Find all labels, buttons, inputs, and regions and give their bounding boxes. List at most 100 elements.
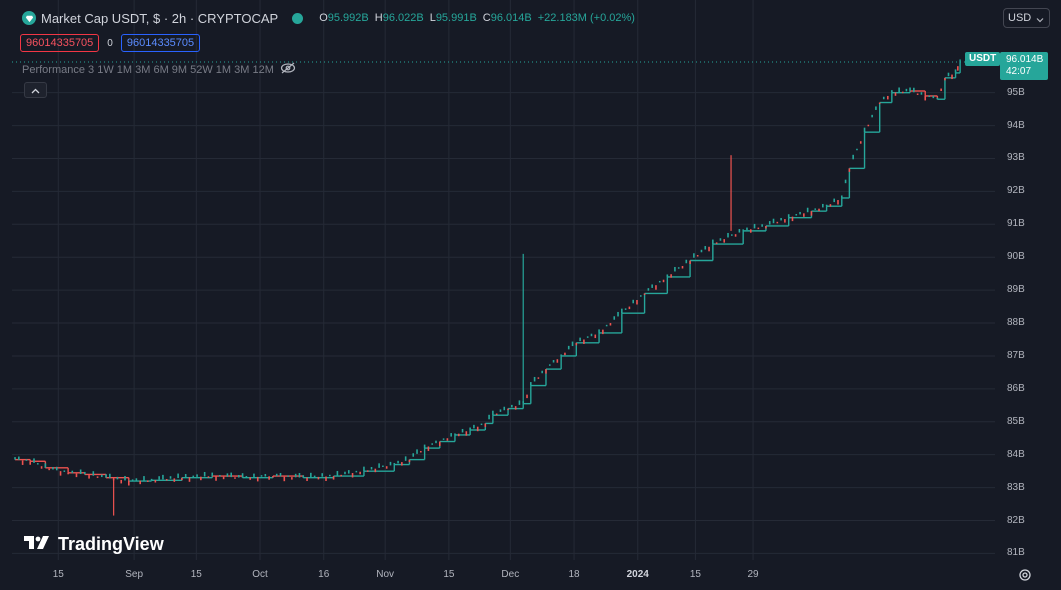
change-value: +22.183M (+0.02%) [537,12,635,24]
candle [829,204,832,207]
spike-wicks [113,155,732,516]
candle [932,95,935,99]
spread-value: 0 [107,37,113,49]
candle [765,225,767,229]
chart-settings-button[interactable] [1018,568,1032,582]
y-tick-label: 86B [1007,382,1025,394]
candle [651,284,653,288]
candle [704,246,707,250]
candle [370,466,373,470]
y-tick-label: 82B [1007,514,1025,526]
candle [594,334,597,339]
candle [29,461,32,465]
candle [465,431,468,436]
candle [617,311,619,317]
y-tick-label: 85B [1007,415,1025,427]
candle [514,406,517,410]
candle [875,106,877,110]
candle [708,246,710,252]
candle [947,72,950,77]
performance-indicator[interactable]: Performance 3 1W 1M 3M 6M 9M 52W 1M 3M 1… [22,62,296,77]
candle [567,345,570,350]
buy-price-button[interactable]: 96014335705 [120,34,201,52]
candle [75,473,78,478]
y-tick-label: 83B [1007,481,1025,493]
candle [818,208,820,212]
candle [822,203,824,208]
candle [294,473,297,478]
y-tick-label: 92B [1007,185,1025,197]
candle [363,466,365,472]
candle [727,232,729,238]
candle [446,438,449,441]
candle [772,218,775,224]
candle [586,336,589,338]
candle [662,279,665,283]
candle [738,229,741,233]
candle [298,473,301,478]
candle [154,480,157,483]
candle [944,77,946,81]
candle [894,92,897,96]
candle [71,470,74,474]
candle [21,460,24,465]
candle [181,477,183,481]
symbol-price-label: USDT [965,52,1001,66]
candle [264,473,267,477]
candle [275,473,278,477]
candle [435,440,437,444]
candle [882,96,885,100]
candle [272,476,274,478]
candle [120,479,123,484]
currency-value: USD [1008,12,1032,24]
candle [287,475,289,477]
candle [613,316,616,320]
candle [936,97,939,100]
y-tick-label: 93B [1007,152,1025,164]
y-tick-label: 90B [1007,251,1025,263]
candle [746,227,748,231]
candle [203,471,206,477]
x-tick-label: 18 [568,569,580,580]
candle [590,333,593,337]
candle [503,406,506,411]
candle [325,476,327,481]
candle [916,93,919,95]
x-tick-label: Nov [376,569,395,580]
candle [655,285,657,290]
candle [173,478,176,482]
candle [165,479,168,481]
eye-slash-icon[interactable] [280,62,296,77]
candle [268,476,270,480]
candle [340,474,342,477]
candle [317,476,320,480]
candle [719,238,722,241]
candle [628,306,631,310]
candle [715,242,718,244]
candle [67,472,69,475]
candle [143,476,145,481]
candle [632,299,635,304]
candle [105,474,107,478]
currency-select[interactable]: USD [1003,8,1050,28]
sell-price-button[interactable]: 96014335705 [20,34,100,52]
candle [222,476,225,480]
candle [135,478,138,481]
market-status-dot[interactable] [292,12,304,24]
candle [291,477,293,480]
y-tick-label: 89B [1007,284,1025,296]
candle [909,87,911,92]
candle [901,91,904,94]
performance-periods: 3 1W 1M 3M 6M 9M 52W 1M 3M 12M [88,63,274,76]
candle [867,124,870,127]
collapse-legend-button[interactable] [24,82,47,98]
candle [256,476,259,482]
candle [878,102,881,105]
candle [700,249,703,253]
symbol-title[interactable]: Market Cap USDT, $ · 2h · CRYPTOCAP [41,10,279,26]
candle [677,267,680,269]
candle [79,469,82,475]
candle [548,364,551,366]
